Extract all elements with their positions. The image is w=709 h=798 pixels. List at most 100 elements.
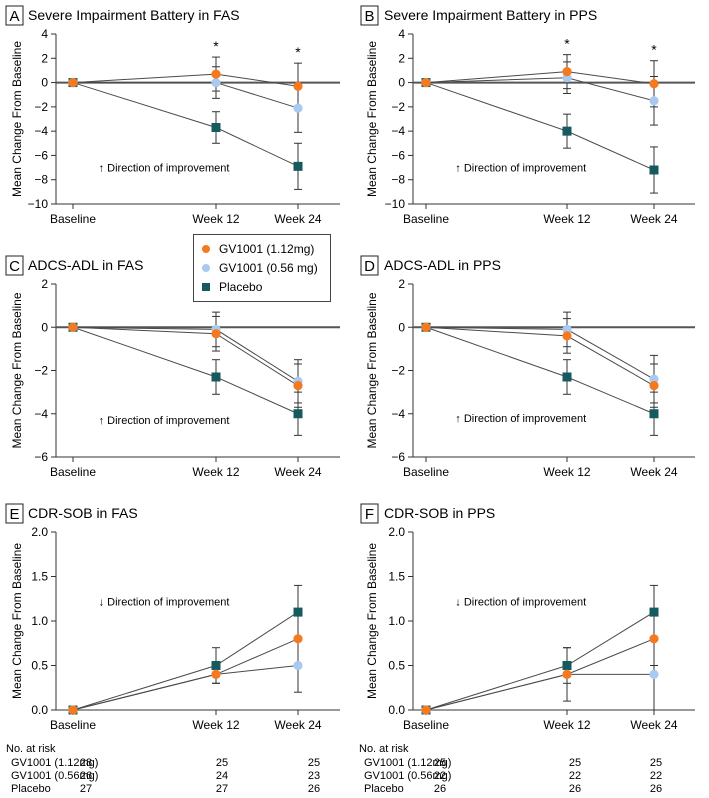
direction-annotation: ↑ Direction of improvement xyxy=(99,415,230,427)
data-point-placebo xyxy=(293,607,303,617)
data-point-gv1001-high xyxy=(562,331,572,341)
series-line xyxy=(425,326,655,380)
chart-panel-a: A Severe Impairment Battery in FAS Mean Ch… xyxy=(5,5,340,226)
chart-panel-e: E CDR-SOB in FAS Mean Change From Baseline… xyxy=(5,503,340,732)
x-tick-label: Week 12 xyxy=(192,718,239,732)
data-point-gv1001-high xyxy=(562,67,572,77)
y-axis-label: Mean Change From Baseline xyxy=(365,292,379,448)
data-point-gv1001-low xyxy=(293,660,303,671)
y-tick-label: 2 xyxy=(398,51,405,65)
x-tick-label: Week 24 xyxy=(274,718,321,732)
y-tick-label: 0.5 xyxy=(31,659,48,673)
chart-panel-f: F CDR-SOB in PPS Mean Change From Baseline… xyxy=(360,503,695,732)
x-tick-label: Week 24 xyxy=(630,718,677,732)
y-tick-label: −6 xyxy=(34,148,48,162)
significance-marker: * xyxy=(295,44,301,60)
data-point-gv1001-high xyxy=(293,634,303,644)
legend-item: Placebo xyxy=(202,279,262,295)
data-point-gv1001-high xyxy=(211,669,221,680)
chart-panel-b: B Severe Impairment Battery in PPS Mean Ch… xyxy=(360,5,695,226)
x-tick-label: Week 12 xyxy=(543,465,590,479)
data-point-gv1001-low xyxy=(211,77,221,88)
series-line xyxy=(425,326,655,415)
x-tick-label: Week 24 xyxy=(630,212,677,226)
data-point-gv1001-high xyxy=(211,69,221,79)
data-point-gv1001-low xyxy=(649,374,659,384)
x-tick-label: Week 12 xyxy=(192,212,239,226)
legend-marker-gv-low xyxy=(202,264,210,272)
series-line xyxy=(425,326,655,387)
panel-letter: E xyxy=(9,506,19,523)
chart-title: ADCS-ADL in FAS xyxy=(28,257,143,273)
y-tick-label: −2 xyxy=(391,100,405,114)
data-point-gv1001-high xyxy=(421,705,431,715)
direction-annotation: ↓ Direction of improvement xyxy=(455,596,586,608)
risk-count: 25 xyxy=(215,757,229,769)
data-point-gv1001-low xyxy=(649,96,659,106)
y-tick-label: 0.5 xyxy=(388,659,405,673)
x-tick-label: Week 24 xyxy=(274,465,321,479)
risk-row-label: Placebo xyxy=(11,783,51,795)
chart-panel-d: D ADCS-ADL in PPS Mean Change From Baselin… xyxy=(360,255,695,479)
risk-count: 28 xyxy=(79,757,93,769)
risk-count: 22 xyxy=(649,770,663,782)
y-tick-label: 2 xyxy=(41,277,48,291)
direction-annotation: ↑ Direction of improvement xyxy=(455,163,586,175)
x-tick-label: Baseline xyxy=(403,212,449,226)
y-tick-label: −2 xyxy=(34,100,48,114)
panel-letter: D xyxy=(364,258,375,275)
risk-table-header: No. at risk xyxy=(6,743,56,755)
risk-count: 25 xyxy=(649,757,663,769)
data-point-gv1001-high xyxy=(293,81,303,91)
risk-count: 26 xyxy=(79,770,93,782)
direction-annotation: ↑ Direction of improvement xyxy=(99,163,230,175)
significance-marker: * xyxy=(564,36,570,52)
data-point-gv1001-high xyxy=(562,669,572,680)
y-tick-label: 0.0 xyxy=(31,703,48,717)
panel-letter: F xyxy=(365,506,374,523)
series-line xyxy=(72,73,299,87)
y-axis-label: Mean Change From Baseline xyxy=(10,41,24,197)
panel-letter: B xyxy=(364,8,374,25)
y-axis-label: Mean Change From Baseline xyxy=(10,292,24,448)
y-tick-label: −4 xyxy=(391,407,405,421)
x-tick-label: Week 12 xyxy=(192,465,239,479)
y-tick-label: 0 xyxy=(398,76,405,90)
legend-item: GV1001 (1.12mg) xyxy=(202,241,314,257)
risk-count: 22 xyxy=(433,770,447,782)
risk-count: 26 xyxy=(568,783,582,795)
y-tick-label: 4 xyxy=(41,27,48,41)
legend-label: GV1001 (0.56 mg) xyxy=(219,261,318,275)
data-point-placebo xyxy=(293,409,303,419)
legend-marker-placebo xyxy=(202,283,210,291)
data-point-gv1001-high xyxy=(649,634,659,644)
panel-letter: C xyxy=(9,258,20,275)
y-tick-label: −4 xyxy=(34,407,48,421)
data-point-gv1001-high xyxy=(68,322,78,332)
data-point-gv1001-high xyxy=(421,322,431,332)
data-point-placebo xyxy=(562,661,572,670)
y-axis-label: Mean Change From Baseline xyxy=(10,543,24,699)
significance-marker: * xyxy=(213,38,219,54)
data-point-placebo xyxy=(562,372,572,382)
data-point-placebo xyxy=(211,372,221,382)
y-tick-label: 1.0 xyxy=(388,614,405,628)
chart-panel-c: C ADCS-ADL in FAS Mean Change From Baselin… xyxy=(5,255,340,479)
series-line xyxy=(425,611,655,711)
series-line xyxy=(72,82,299,167)
x-tick-label: Baseline xyxy=(403,465,449,479)
chart-title: Severe Impairment Battery in PPS xyxy=(384,7,597,23)
data-point-placebo xyxy=(293,161,303,171)
panel-label-box xyxy=(5,5,24,26)
legend-item: GV1001 (0.56 mg) xyxy=(202,260,318,276)
chart-title: CDR-SOB in FAS xyxy=(28,505,138,521)
y-tick-label: −4 xyxy=(391,124,405,138)
risk-row-label: GV1001 (0.56mg) xyxy=(11,770,99,782)
risk-count: 24 xyxy=(215,770,229,782)
data-point-gv1001-high xyxy=(421,77,431,88)
y-tick-label: 2 xyxy=(41,51,48,65)
chart-title: CDR-SOB in PPS xyxy=(384,505,495,521)
y-tick-label: −6 xyxy=(391,148,405,162)
x-tick-label: Week 12 xyxy=(543,718,590,732)
